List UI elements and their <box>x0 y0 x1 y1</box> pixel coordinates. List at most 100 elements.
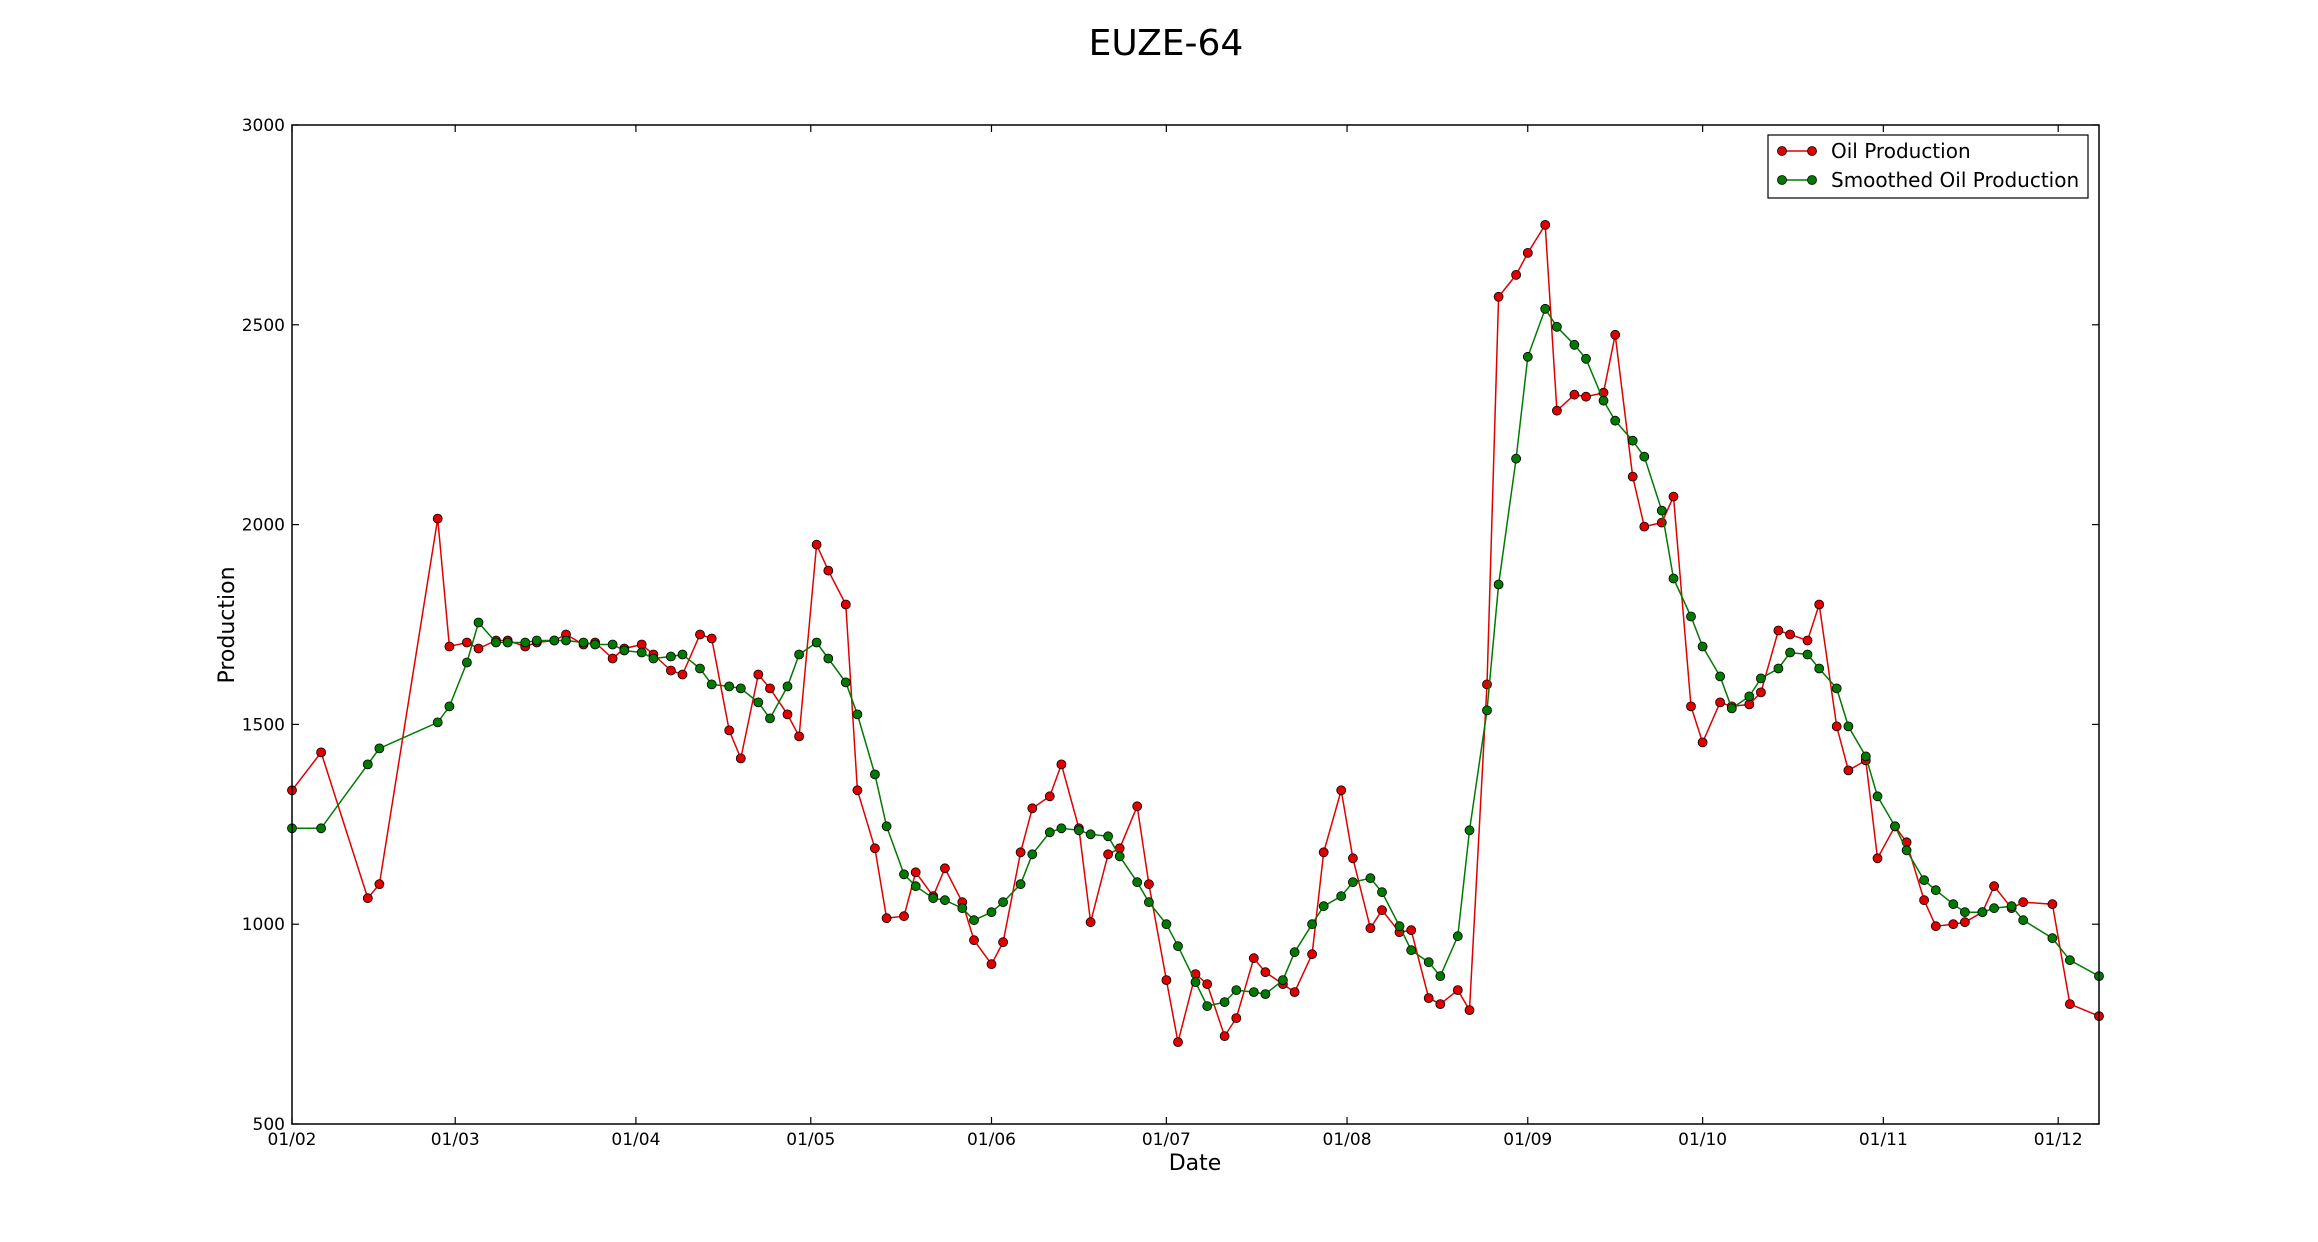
chart-title: EUZE-64 <box>1089 23 1244 64</box>
data-point <box>1802 635 1813 646</box>
data-point <box>1365 923 1376 934</box>
data-point <box>473 643 484 654</box>
data-point <box>1114 851 1125 862</box>
data-point <box>1522 247 1533 258</box>
data-point <box>706 679 717 690</box>
data-point <box>1627 435 1638 446</box>
data-point <box>1540 219 1551 230</box>
data-point <box>998 897 1008 908</box>
data-point <box>1173 1037 1183 1047</box>
data-point <box>1377 887 1387 898</box>
data-point <box>362 893 373 904</box>
x-tick-label: 01/09 <box>1503 1130 1552 1150</box>
data-point <box>1132 877 1143 888</box>
data-point <box>1960 917 1970 928</box>
data-point <box>910 881 921 892</box>
data-point <box>316 747 327 758</box>
data-point <box>1423 993 1434 1003</box>
x-tick-label: 01/06 <box>967 1130 1016 1150</box>
data-point <box>1919 895 1929 906</box>
data-point <box>1231 985 1242 995</box>
data-point <box>1219 997 1230 1007</box>
data-point <box>1132 801 1143 812</box>
data-point <box>695 629 705 640</box>
data-point <box>2018 915 2029 926</box>
legend-marker-oil-production <box>1807 146 1817 156</box>
data-point <box>782 681 793 692</box>
data-point <box>1173 941 1183 952</box>
data-point <box>1610 329 1621 340</box>
data-point <box>1522 351 1533 362</box>
data-point <box>695 663 705 674</box>
data-point <box>1948 899 1959 910</box>
data-point <box>1144 897 1154 908</box>
data-point <box>607 639 618 650</box>
data-point <box>1552 405 1562 416</box>
data-point <box>374 743 385 754</box>
data-point <box>1307 919 1317 930</box>
data-point <box>1814 663 1825 674</box>
data-point <box>607 653 618 664</box>
y-axis: 500 1000 1500 2000 2500 3000 <box>242 116 2099 1135</box>
data-point <box>1161 919 1172 930</box>
y-tick-label: 3000 <box>242 116 285 136</box>
x-tick-label: 01/12 <box>2034 1130 2083 1150</box>
data-point <box>1581 391 1591 402</box>
x-axis: 01/02 01/03 01/04 01/05 01/06 01/07 01/08 01/09… <box>268 125 2083 1150</box>
data-point <box>1406 925 1417 936</box>
data-point <box>940 863 950 874</box>
data-point <box>473 617 484 628</box>
data-point <box>1394 921 1405 932</box>
legend-label-oil-production: Oil Production <box>1831 139 1971 163</box>
data-point <box>852 785 863 796</box>
data-point <box>1948 919 1959 930</box>
data-point <box>1161 975 1172 985</box>
data-point <box>1144 879 1154 890</box>
data-point <box>1056 823 1067 834</box>
data-point <box>1697 641 1708 652</box>
x-tick-label: 01/05 <box>786 1130 835 1150</box>
data-point <box>1511 453 1521 464</box>
data-point <box>840 677 851 688</box>
data-point <box>899 869 909 880</box>
data-point <box>969 935 979 946</box>
data-point <box>811 539 822 550</box>
data-point <box>2047 933 2058 944</box>
legend-label-smoothed-oil-production: Smoothed Oil Production <box>1831 168 2079 192</box>
data-point <box>1435 971 1446 981</box>
series-layer <box>287 219 2104 1047</box>
data-point <box>666 665 676 676</box>
data-point <box>823 565 834 576</box>
x-tick-label: 01/10 <box>1678 1130 1727 1150</box>
data-point <box>444 701 455 712</box>
data-point <box>461 637 472 648</box>
data-point <box>765 683 775 694</box>
x-tick-label: 01/04 <box>611 1130 660 1150</box>
data-point <box>1668 491 1679 502</box>
data-point <box>1960 907 1970 918</box>
data-point <box>724 725 735 736</box>
data-point <box>1802 649 1813 660</box>
data-point <box>1872 853 1883 864</box>
data-point <box>1219 1031 1230 1041</box>
data-point <box>1452 931 1463 942</box>
data-point <box>1248 953 1259 964</box>
y-tick-label: 1500 <box>242 715 285 735</box>
data-point <box>1260 989 1271 999</box>
data-point <box>928 893 939 904</box>
data-point <box>1202 979 1213 989</box>
data-point <box>1831 683 1842 694</box>
data-point <box>461 657 472 668</box>
data-point <box>1074 825 1084 836</box>
legend: Oil Production Smoothed Oil Production <box>1767 134 2089 199</box>
data-point <box>1056 759 1067 770</box>
data-point <box>823 653 834 664</box>
data-point <box>1289 947 1300 958</box>
data-point <box>1085 829 1096 840</box>
data-point <box>1289 987 1300 997</box>
data-point <box>1756 673 1766 684</box>
data-point <box>578 637 589 648</box>
data-point <box>1843 765 1854 776</box>
data-point <box>735 683 746 694</box>
